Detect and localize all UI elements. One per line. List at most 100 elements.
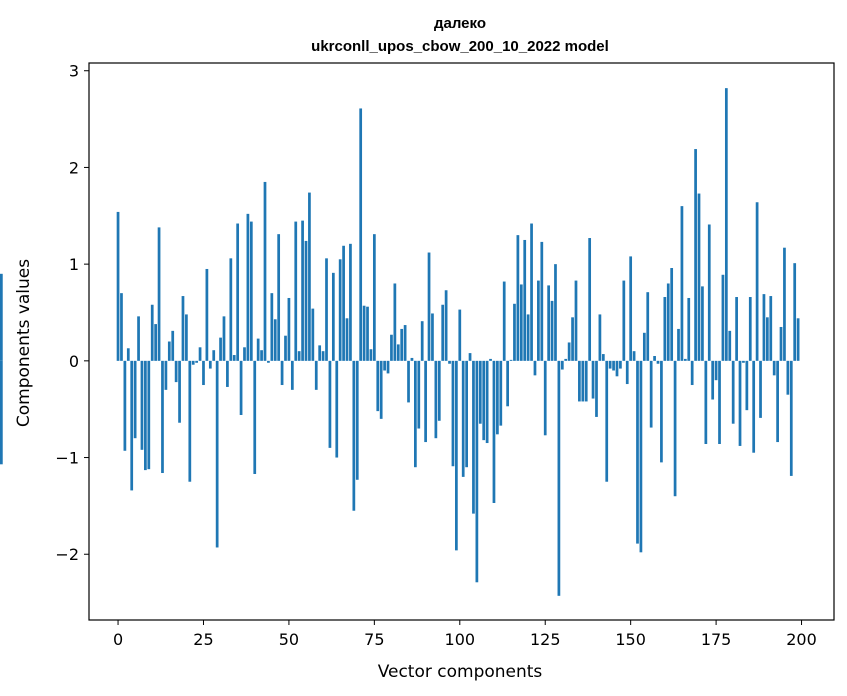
bar-42 — [260, 350, 263, 361]
bar-121 — [530, 223, 533, 361]
bar-180 — [731, 360, 735, 424]
bar-17 — [174, 360, 178, 383]
bar-52 — [294, 221, 298, 361]
bar-29 — [215, 360, 219, 548]
bar-186 — [752, 360, 756, 453]
bar-166 — [683, 358, 687, 361]
bar-99 — [455, 360, 458, 551]
bar-64 — [335, 360, 339, 458]
x-tick-label: 0 — [113, 630, 123, 649]
bar-59 — [318, 345, 322, 361]
bar-137 — [584, 360, 588, 402]
y-axis-ticks: −2 −1 0 1 2 3 — [55, 62, 89, 564]
bar-30 — [219, 337, 222, 361]
bar-152 — [636, 360, 639, 544]
bar-51 — [290, 360, 294, 390]
bar-139 — [591, 360, 595, 399]
bar-135 — [578, 360, 581, 402]
y-tick-label: 2 — [69, 158, 79, 177]
bar-18 — [178, 360, 181, 423]
bar-110 — [492, 360, 496, 503]
bar-36 — [239, 360, 243, 415]
bar-15 — [167, 341, 171, 361]
bar-191 — [769, 296, 773, 361]
bar-undefined — [0, 360, 3, 465]
bar-90 — [424, 360, 427, 443]
bar-192 — [772, 360, 776, 376]
bar-76 — [376, 360, 380, 412]
bar-199 — [796, 318, 800, 361]
y-axis-label: Components values — [14, 259, 34, 427]
bar-125 — [543, 360, 547, 436]
bar-185 — [748, 297, 752, 361]
bar-0 — [116, 211, 120, 361]
bar-102 — [465, 360, 468, 468]
x-tick-label: 50 — [279, 630, 299, 649]
bar-10 — [150, 304, 154, 361]
chart-subtitle: ukrconll_upos_cbow_200_10_2022 model — [311, 38, 609, 55]
x-tick-label: 125 — [530, 630, 561, 649]
bar-56 — [308, 192, 311, 361]
bar-21 — [188, 360, 192, 482]
x-axis-ticks: 0 25 50 75 100 125 150 175 200 — [113, 620, 817, 649]
bar-142 — [601, 354, 605, 361]
bar-108 — [485, 360, 489, 444]
bar-148 — [622, 280, 626, 361]
bar-73 — [366, 306, 369, 361]
bar-67 — [345, 318, 349, 361]
bar-9 — [147, 360, 151, 470]
y-tick-label: 3 — [69, 62, 79, 81]
bar-78 — [383, 360, 386, 371]
bar-156 — [649, 360, 653, 428]
bar-138 — [588, 238, 592, 361]
bar-74 — [369, 349, 373, 361]
bar-98 — [451, 360, 455, 467]
bar-141 — [598, 314, 602, 361]
bar-49 — [284, 335, 287, 361]
bar-31 — [222, 316, 226, 361]
x-tick-label: 100 — [445, 630, 476, 649]
bar-20 — [185, 314, 188, 361]
bar-176 — [718, 360, 721, 444]
bar-53 — [297, 351, 301, 361]
bar-195 — [783, 247, 786, 361]
bar-124 — [540, 241, 544, 361]
y-tick-label: 0 — [69, 352, 79, 371]
bar-69 — [352, 360, 356, 511]
bar-66 — [342, 245, 345, 361]
bar-168 — [690, 360, 694, 386]
bars-group — [0, 88, 800, 596]
bar-136 — [581, 360, 585, 402]
bar-181 — [735, 297, 738, 361]
bar-143 — [605, 360, 609, 482]
bar-80 — [390, 334, 393, 361]
bar-163 — [673, 360, 677, 497]
bar-111 — [496, 360, 499, 435]
bar-26 — [205, 268, 209, 361]
bar-54 — [301, 220, 304, 361]
bar-194 — [779, 326, 783, 361]
bar-92 — [431, 313, 434, 361]
bar-105 — [475, 360, 479, 583]
bar-62 — [328, 360, 332, 448]
bar-123 — [537, 280, 540, 361]
x-tick-label: 75 — [364, 630, 384, 649]
bar-197 — [789, 360, 793, 476]
bar-61 — [325, 258, 328, 361]
bar-140 — [595, 360, 598, 417]
bar-7 — [140, 360, 144, 450]
x-tick-label: 25 — [193, 630, 213, 649]
bar-70 — [355, 360, 359, 480]
bar-4 — [130, 360, 134, 491]
bar-171 — [701, 286, 704, 361]
bar-28 — [212, 350, 216, 361]
bar-175 — [714, 360, 718, 381]
bar-113 — [502, 281, 506, 361]
y-tick-label: −2 — [55, 545, 79, 564]
bar-83 — [400, 328, 404, 361]
bar-71 — [359, 108, 363, 361]
bar-190 — [765, 317, 769, 361]
bar-162 — [670, 268, 674, 361]
bar-146 — [615, 360, 619, 377]
x-tick-label: 150 — [615, 630, 646, 649]
